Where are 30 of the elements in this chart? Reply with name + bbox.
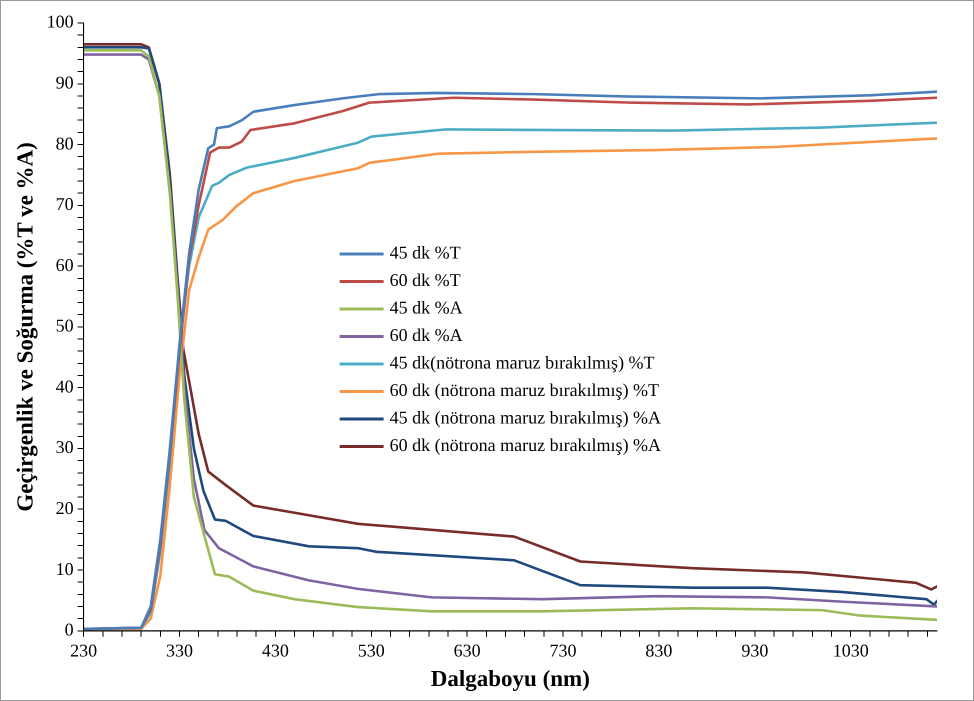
legend-label: 45 dk(nötrona maruz bırakılmış) %T: [390, 352, 655, 373]
y-tick-label: 60: [56, 254, 74, 275]
x-tick-label: 730: [550, 640, 577, 660]
legend-label: 60 dk %T: [390, 270, 461, 290]
y-tick-label: 70: [56, 194, 74, 214]
legend-label: 45 dk (nötrona maruz bırakılmış) %A: [390, 408, 662, 428]
x-tick-label: 330: [166, 640, 193, 660]
y-axis-title: Geçirgenlik ve Soğurma (%T ve %A): [12, 142, 39, 512]
legend-label: 60 dk %A: [390, 325, 463, 346]
x-tick-label: 930: [741, 640, 768, 660]
y-tick-label: 10: [56, 558, 74, 579]
x-tick-label: 530: [358, 640, 385, 660]
y-tick-label: 20: [56, 498, 74, 518]
x-tick-label: 430: [262, 640, 289, 660]
legend-label: 45 dk %T: [390, 242, 461, 263]
x-tick-label: 830: [645, 640, 672, 660]
y-tick-label: 80: [56, 133, 74, 154]
legend-label: 60 dk (nötrona maruz bırakılmış) %A: [390, 435, 662, 456]
x-tick-label: 630: [454, 640, 481, 660]
legend-label: 60 dk (nötrona maruz bırakılmış) %T: [390, 380, 660, 400]
x-axis-title: Dalgaboyu (nm): [430, 666, 590, 692]
x-tick-label: 230: [70, 640, 98, 660]
y-tick-label: 50: [56, 316, 74, 336]
legend-label: 45 dk %A: [390, 298, 463, 318]
y-tick-label: 0: [64, 620, 74, 640]
x-tick-label: 1030: [832, 640, 869, 660]
y-tick-label: 30: [56, 437, 74, 458]
y-tick-label: 90: [56, 72, 74, 93]
y-tick-label: 100: [46, 12, 74, 32]
y-tick-label: 40: [56, 376, 74, 396]
